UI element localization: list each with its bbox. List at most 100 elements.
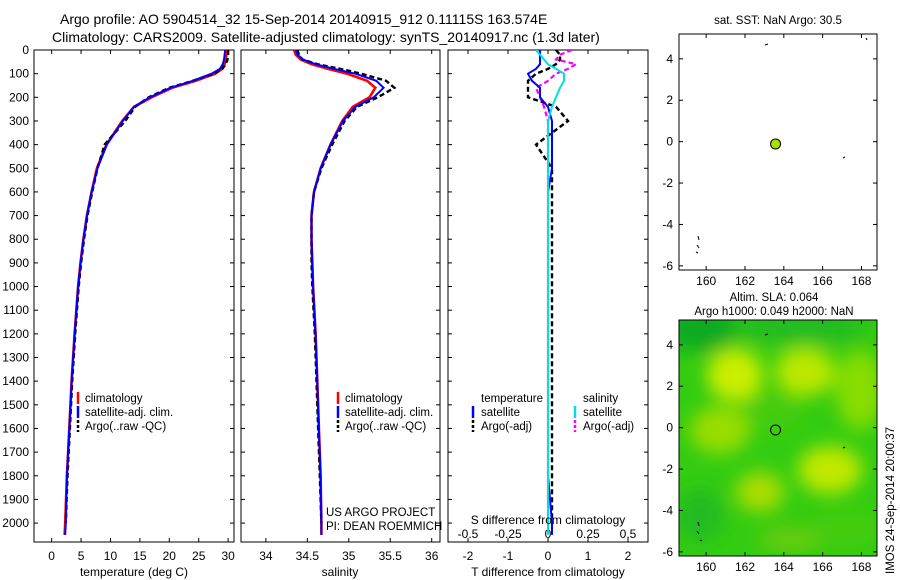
depth-tick-label: 1600 [2,421,29,435]
sst-map-panel: sat. SST: NaN Argo: 30.5 160 162 164 166 168… [662,15,878,288]
legend-t-argo-label: Argo(-adj) [481,421,532,433]
sla-map-ticks: 160 162 164 166 168 4 2 0 -2 -4 -6 [662,320,877,574]
x-tick-label: 2 [625,549,632,563]
salinity-xlabel: salinity [322,565,359,579]
depth-tick-label: 1100 [3,303,29,317]
x-tick-label: 34.5 [296,549,320,563]
depth-tick-label: 0 [22,43,29,57]
depth-tick-label: 1900 [2,492,29,506]
temperature-legend: climatology satellite-adj. clim. Argo(..… [76,392,173,433]
x-tick-label: 0 [545,549,552,563]
depth-tick-label: 2000 [2,516,29,530]
x-top-tick-label: -0.25 [494,527,522,541]
sla-map-frame [678,319,878,557]
sla-blob [679,320,740,352]
map-y-tick-label: 2 [666,379,673,393]
legend-argo-label: Argo(..raw -QC) [345,421,426,433]
sla-map-panel: Altim. SLA: 0.064 Argo h1000: 0.049 h200… [662,292,878,574]
map-y-tick-label: -4 [662,217,673,231]
satellite-line [64,50,227,535]
depth-tick-label: 400 [9,138,29,152]
map-y-tick-label: -4 [662,503,673,517]
legend-argo-label: Argo(..raw -QC) [85,421,166,433]
x-tick-label: 25 [192,549,206,563]
temperature-axes-frame [33,49,235,543]
x-tick-label: 10 [104,549,118,563]
difference-xlabel-top: S difference from climatology [471,513,626,527]
depth-tick-label: 800 [9,232,29,246]
sla-heatmap [679,320,877,556]
island-fragment [695,37,868,254]
salinity-legend: climatology satellite-adj. clim. Argo(..… [336,392,433,433]
x-top-tick-label: 0.25 [576,527,600,541]
legend-s-argo-label: Argo(-adj) [583,421,634,433]
legend-s-satellite-label: satellite [583,407,622,419]
legend-temperature-heading: temperature [481,393,543,405]
depth-tick-label: 1400 [2,374,29,388]
sla-map-markers [770,424,782,436]
map-x-tick-label: 168 [851,560,871,574]
x-top-tick-label: -0.5 [458,527,479,541]
legend-climatology-label: climatology [345,393,403,405]
map-x-tick-label: 164 [774,274,794,288]
depth-tick-label: 1300 [2,351,29,365]
map-x-tick-label: 162 [735,274,755,288]
argo-float-marker [770,138,782,150]
depth-tick-label: 100 [9,67,29,81]
map-y-tick-label: 0 [666,421,673,435]
figure-title-line1: Argo profile: AO 5904514_32 15-Sep-2014 … [60,11,547,27]
x-tick-label: -2 [463,549,474,563]
x-tick-label: 35 [342,549,356,563]
x-tick-label: 34 [259,549,273,563]
argo-float-marker [770,424,782,436]
difference-xlabel-bottom: T difference from climatology [471,565,625,579]
map-y-tick-label: 4 [666,338,673,352]
x-tick-label: 15 [133,549,147,563]
x-tick-label: 0 [48,549,55,563]
x-tick-label: -1 [503,549,514,563]
temperature-ticks: 0 5 10 15 20 25 300100200300400500600700800900… [2,43,235,563]
map-y-tick-label: 2 [666,93,673,107]
satellite-line [294,50,386,535]
temperature-panel: 0 5 10 15 20 25 300100200300400500600700800900… [2,43,235,579]
sla-blob [775,348,835,396]
sla-map-subtitle: Argo h1000: 0.049 h2000: NaN [694,306,853,318]
map-y-tick-label: -6 [662,259,673,273]
temperature-xlabel: temperature (deg C) [80,565,188,579]
map-y-tick-label: 0 [666,135,673,149]
map-x-tick-label: 160 [696,274,716,288]
sst-map-ticks: 160 162 164 166 168 4 2 0 -2 -4 -6 [662,34,877,288]
figure-title-line2: Climatology: CARS2009. Satellite-adjuste… [52,29,600,45]
temperature-argo-diff-line [526,50,570,524]
salinity-profiles [292,50,397,535]
map-x-tick-label: 160 [696,560,716,574]
sst-map-frame [678,33,878,271]
project-name: US ARGO PROJECT [326,507,435,519]
depth-tick-label: 500 [9,161,29,175]
sst-map-markers [770,138,782,150]
depth-tick-label: 1700 [2,445,29,459]
sst-map-title: sat. SST: NaN Argo: 30.5 [714,15,842,27]
sla-blob [836,350,877,430]
x-tick-label: 35.5 [379,549,403,563]
x-tick-label: 5 [78,549,85,563]
depth-tick-label: 1200 [2,327,29,341]
depth-tick-label: 900 [9,256,29,270]
timestamp-stamp: IMOS 24-Sep-2014 20:00:37 [885,427,897,574]
temperature-profiles [63,50,230,535]
x-tick-label: 20 [163,549,177,563]
map-x-tick-label: 164 [774,560,794,574]
legend-salinity-heading: salinity [583,393,618,405]
map-y-tick-label: 4 [666,52,673,66]
map-y-tick-label: -2 [662,462,673,476]
x-tick-label: 36 [425,549,439,563]
depth-tick-label: 600 [9,185,29,199]
legend-satellite-label: satellite-adj. clim. [345,407,433,419]
island-fragment [696,333,846,542]
map-x-tick-label: 166 [813,560,833,574]
depth-tick-label: 300 [9,114,29,128]
x-tick-label: 1 [585,549,592,563]
sla-blob [798,446,862,494]
salinity-panel: 34 34.5 35 35.5 36 salinity climatology sate… [240,49,442,579]
